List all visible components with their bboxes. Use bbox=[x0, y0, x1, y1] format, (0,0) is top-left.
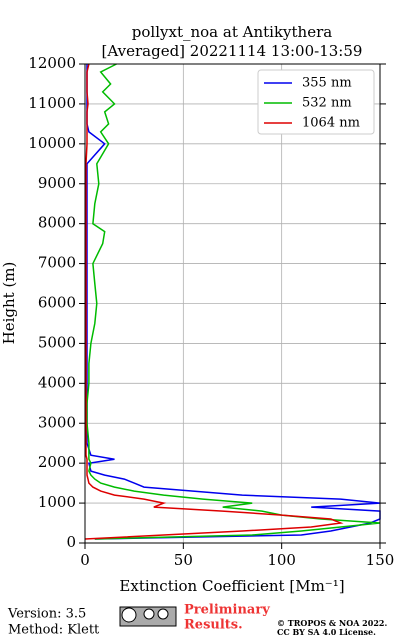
legend-label: 355 nm bbox=[302, 76, 352, 91]
y-tick-label: 5000 bbox=[38, 333, 76, 351]
preliminary: Preliminary bbox=[184, 603, 270, 618]
legend-label: 1064 nm bbox=[302, 116, 360, 131]
y-tick-label: 12000 bbox=[28, 54, 76, 72]
preliminary: Results. bbox=[184, 618, 243, 633]
cc-logo bbox=[119, 606, 177, 627]
x-axis-label: Extinction Coefficient [Mm⁻¹] bbox=[119, 577, 344, 595]
legend-box bbox=[257, 69, 375, 135]
y-axis-label: Height (m) bbox=[0, 262, 18, 345]
method: Method: Klett bbox=[8, 623, 100, 638]
x-tick-label: 50 bbox=[174, 551, 193, 569]
copyright: © TROPOS & NOA 2022. bbox=[277, 618, 387, 628]
y-tick-label: 2000 bbox=[38, 453, 76, 471]
chart-title: pollyxt_noa at Antikythera bbox=[132, 23, 332, 41]
profile-line bbox=[86, 64, 381, 540]
y-tick-label: 1000 bbox=[38, 493, 76, 511]
y-tick-label: 7000 bbox=[38, 254, 76, 272]
y-tick-label: 9000 bbox=[38, 174, 76, 192]
y-tick-label: 0 bbox=[66, 533, 76, 551]
legend: 355 nm 532 nm 1064 nm bbox=[257, 69, 375, 135]
y-tick-label: 4000 bbox=[38, 373, 76, 391]
y-tick-label: 8000 bbox=[38, 214, 76, 232]
y-tick-label: 3000 bbox=[38, 413, 76, 431]
y-tick-label: 6000 bbox=[38, 294, 76, 312]
chart-title: [Averaged] 20221114 13:00-13:59 bbox=[102, 42, 363, 60]
x-tick-label: 0 bbox=[80, 551, 90, 569]
copyright: CC BY SA 4.0 License. bbox=[277, 627, 376, 637]
legend-label: 532 nm bbox=[302, 96, 352, 111]
profile-line bbox=[86, 63, 381, 540]
x-tick-label: 100 bbox=[267, 551, 296, 569]
x-tick-label: 150 bbox=[366, 551, 395, 569]
plot-frame bbox=[84, 63, 381, 544]
y-tick-label: 10000 bbox=[28, 134, 76, 152]
y-tick-label: 11000 bbox=[28, 94, 76, 112]
version: Version: 3.5 bbox=[7, 607, 86, 622]
profile-line bbox=[84, 63, 344, 540]
